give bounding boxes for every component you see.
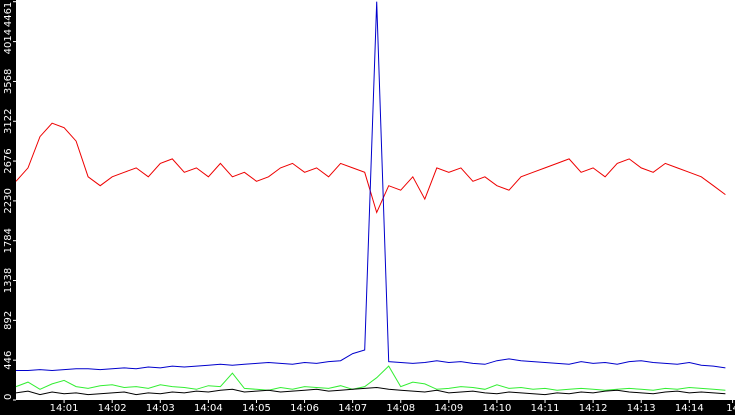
y-tick-label: 2230 xyxy=(3,188,14,213)
x-tick-label: 14:11 xyxy=(531,403,560,414)
x-tick-label: 14:08 xyxy=(386,403,415,414)
y-tick-label: 0 xyxy=(3,394,14,400)
y-tick-label: 1338 xyxy=(3,268,14,293)
x-tick-label: 14:03 xyxy=(146,403,175,414)
x-tick-label: 14 xyxy=(726,403,735,414)
y-tick-label: 2676 xyxy=(3,148,14,173)
x-tick-label: 14:12 xyxy=(579,403,608,414)
x-tick-label: 14:05 xyxy=(242,403,271,414)
y-tick-label: 3122 xyxy=(3,109,14,134)
x-tick-label: 14:01 xyxy=(50,403,79,414)
y-tick-label: 4014 xyxy=(3,29,14,54)
y-tick-label: 446 xyxy=(3,351,14,370)
x-tick-label: 14:13 xyxy=(627,403,656,414)
x-tick-label: 14:09 xyxy=(434,403,463,414)
x-tick-label: 14:14 xyxy=(675,403,704,414)
y-tick-label: 3568 xyxy=(3,69,14,94)
plot-area xyxy=(16,0,735,400)
y-tick-label: 1784 xyxy=(3,228,14,253)
x-tick-label: 14:07 xyxy=(338,403,367,414)
x-tick-label: 14:06 xyxy=(290,403,319,414)
x-tick-label: 14:10 xyxy=(483,403,512,414)
x-tick-label: 14:02 xyxy=(98,403,127,414)
series-line xyxy=(15,122,726,214)
series-line xyxy=(15,386,726,396)
y-tick-label: 892 xyxy=(3,311,14,330)
y-tick-label: 4461 xyxy=(3,2,14,27)
x-tick-label: 14:04 xyxy=(194,403,223,414)
series-line xyxy=(15,365,726,391)
series-line xyxy=(16,1,726,372)
